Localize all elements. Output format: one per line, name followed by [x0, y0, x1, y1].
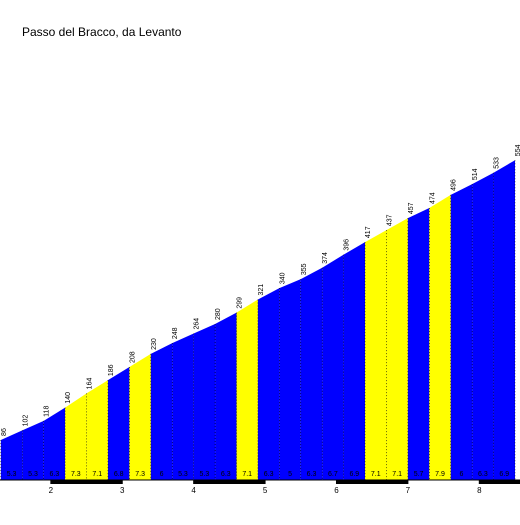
segment — [65, 393, 87, 480]
scale-bar — [193, 480, 266, 484]
gradient-label: 5.3 — [28, 471, 38, 478]
segment — [236, 299, 258, 480]
elevation-label: 102 — [22, 415, 29, 427]
gradient-label: 5.3 — [7, 471, 17, 478]
chart-title: Passo del Bracco, da Levanto — [22, 25, 182, 39]
elevation-label: 186 — [108, 364, 115, 376]
segment — [472, 172, 494, 480]
elevation-label: 340 — [279, 272, 286, 284]
segment — [407, 208, 430, 480]
gradient-label: 7.3 — [135, 471, 145, 478]
elevation-label: 417 — [365, 226, 372, 238]
gradient-label: 5.7 — [414, 471, 424, 478]
elevation-label: 208 — [129, 351, 136, 363]
elevation-label: 164 — [87, 378, 94, 390]
elevation-label: 86 — [1, 428, 8, 436]
segment — [450, 184, 473, 480]
elevation-label: 118 — [44, 406, 51, 417]
elevation-label: 437 — [386, 214, 393, 226]
elevation-label: 299 — [237, 297, 244, 309]
scale-bar — [336, 480, 408, 484]
gradient-label: 7.1 — [371, 471, 381, 478]
gradient-label: 7.3 — [71, 471, 81, 478]
elevation-label: 374 — [322, 252, 329, 264]
gradient-label: 6.3 — [50, 471, 60, 478]
elevation-label: 355 — [301, 263, 308, 275]
gradient-label: 6.8 — [114, 471, 124, 478]
gradient-label: 6.3 — [478, 471, 488, 478]
segment — [279, 279, 301, 480]
gradient-label: 6.3 — [221, 471, 231, 478]
scale-bar — [479, 480, 520, 484]
elevation-label: 264 — [194, 318, 201, 330]
x-tick-label: 4 — [191, 486, 196, 495]
elevation-label: 321 — [258, 284, 265, 296]
segment — [365, 230, 387, 480]
segment — [172, 333, 194, 480]
segment — [0, 430, 23, 480]
segment — [107, 367, 130, 480]
elevation-label: 140 — [65, 392, 72, 404]
elevation-label: 554 — [515, 144, 520, 156]
segment — [86, 380, 108, 480]
scale-bar — [50, 480, 123, 484]
elevation-label: 474 — [429, 192, 436, 204]
gradient-label: 7.1 — [392, 471, 402, 478]
gradient-label: 5 — [288, 471, 292, 478]
gradient-label: 6.9 — [499, 471, 509, 478]
x-tick-label: 8 — [477, 486, 482, 495]
segment — [215, 312, 237, 480]
segment — [129, 353, 151, 480]
gradient-label: 6.3 — [264, 471, 274, 478]
elevation-label: 457 — [408, 202, 415, 214]
segment — [300, 267, 323, 480]
segment — [322, 254, 344, 480]
gradient-label: 5.3 — [200, 471, 210, 478]
elevation-label: 248 — [172, 327, 179, 339]
elevation-label: 533 — [494, 157, 501, 169]
x-tick-label: 7 — [406, 486, 411, 495]
gradient-label: 7.1 — [242, 471, 252, 478]
x-tick-label: 2 — [49, 486, 54, 495]
segment — [150, 343, 173, 480]
x-tick-label: 5 — [263, 486, 268, 495]
segment — [429, 194, 451, 480]
elevation-label: 514 — [472, 168, 479, 180]
gradient-label: 6.7 — [328, 471, 338, 478]
gradient-label: 6.3 — [307, 471, 317, 478]
elevation-label: 280 — [215, 308, 222, 320]
x-tick-label: 3 — [120, 486, 125, 495]
segment — [43, 407, 66, 480]
segment — [257, 288, 280, 480]
elevation-label: 396 — [344, 239, 351, 251]
segment — [386, 218, 408, 480]
gradient-label: 7.1 — [92, 471, 102, 478]
gradient-label: 6 — [459, 471, 463, 478]
gradient-label: 6.9 — [349, 471, 359, 478]
segment — [493, 160, 516, 480]
gradient-label: 6 — [160, 471, 164, 478]
elevation-label: 496 — [451, 179, 458, 191]
segment — [193, 323, 216, 480]
elevation-label: 230 — [151, 338, 158, 350]
x-tick-label: 6 — [334, 486, 339, 495]
gradient-label: 5.3 — [178, 471, 188, 478]
segment — [343, 242, 366, 480]
segment — [22, 420, 44, 480]
gradient-label: 7.9 — [435, 471, 445, 478]
